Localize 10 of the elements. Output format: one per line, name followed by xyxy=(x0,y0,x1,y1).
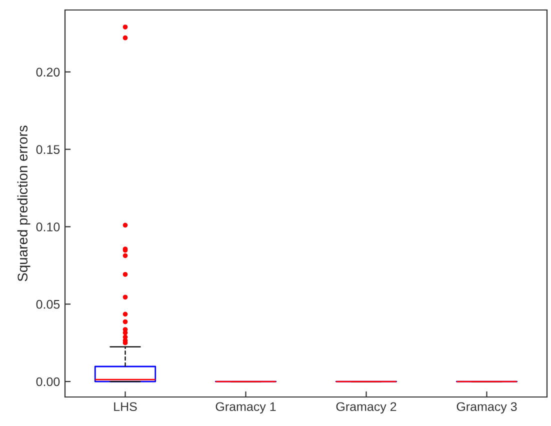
x-tick-label: Gramacy 3 xyxy=(456,402,517,414)
y-axis-title: Squared prediction errors xyxy=(17,126,30,282)
y-tick-label: 0.05 xyxy=(36,300,60,309)
y-tick-label: 0.10 xyxy=(36,222,60,232)
x-tick-label: LHS xyxy=(114,402,137,412)
y-tick-label: 0.20 xyxy=(36,68,60,77)
y-tick-label: 0.00 xyxy=(36,377,60,386)
y-tick-label: 0.15 xyxy=(36,145,60,154)
x-tick-label: Gramacy 1 xyxy=(216,402,276,414)
x-tick-label: Gramacy 2 xyxy=(336,402,396,414)
